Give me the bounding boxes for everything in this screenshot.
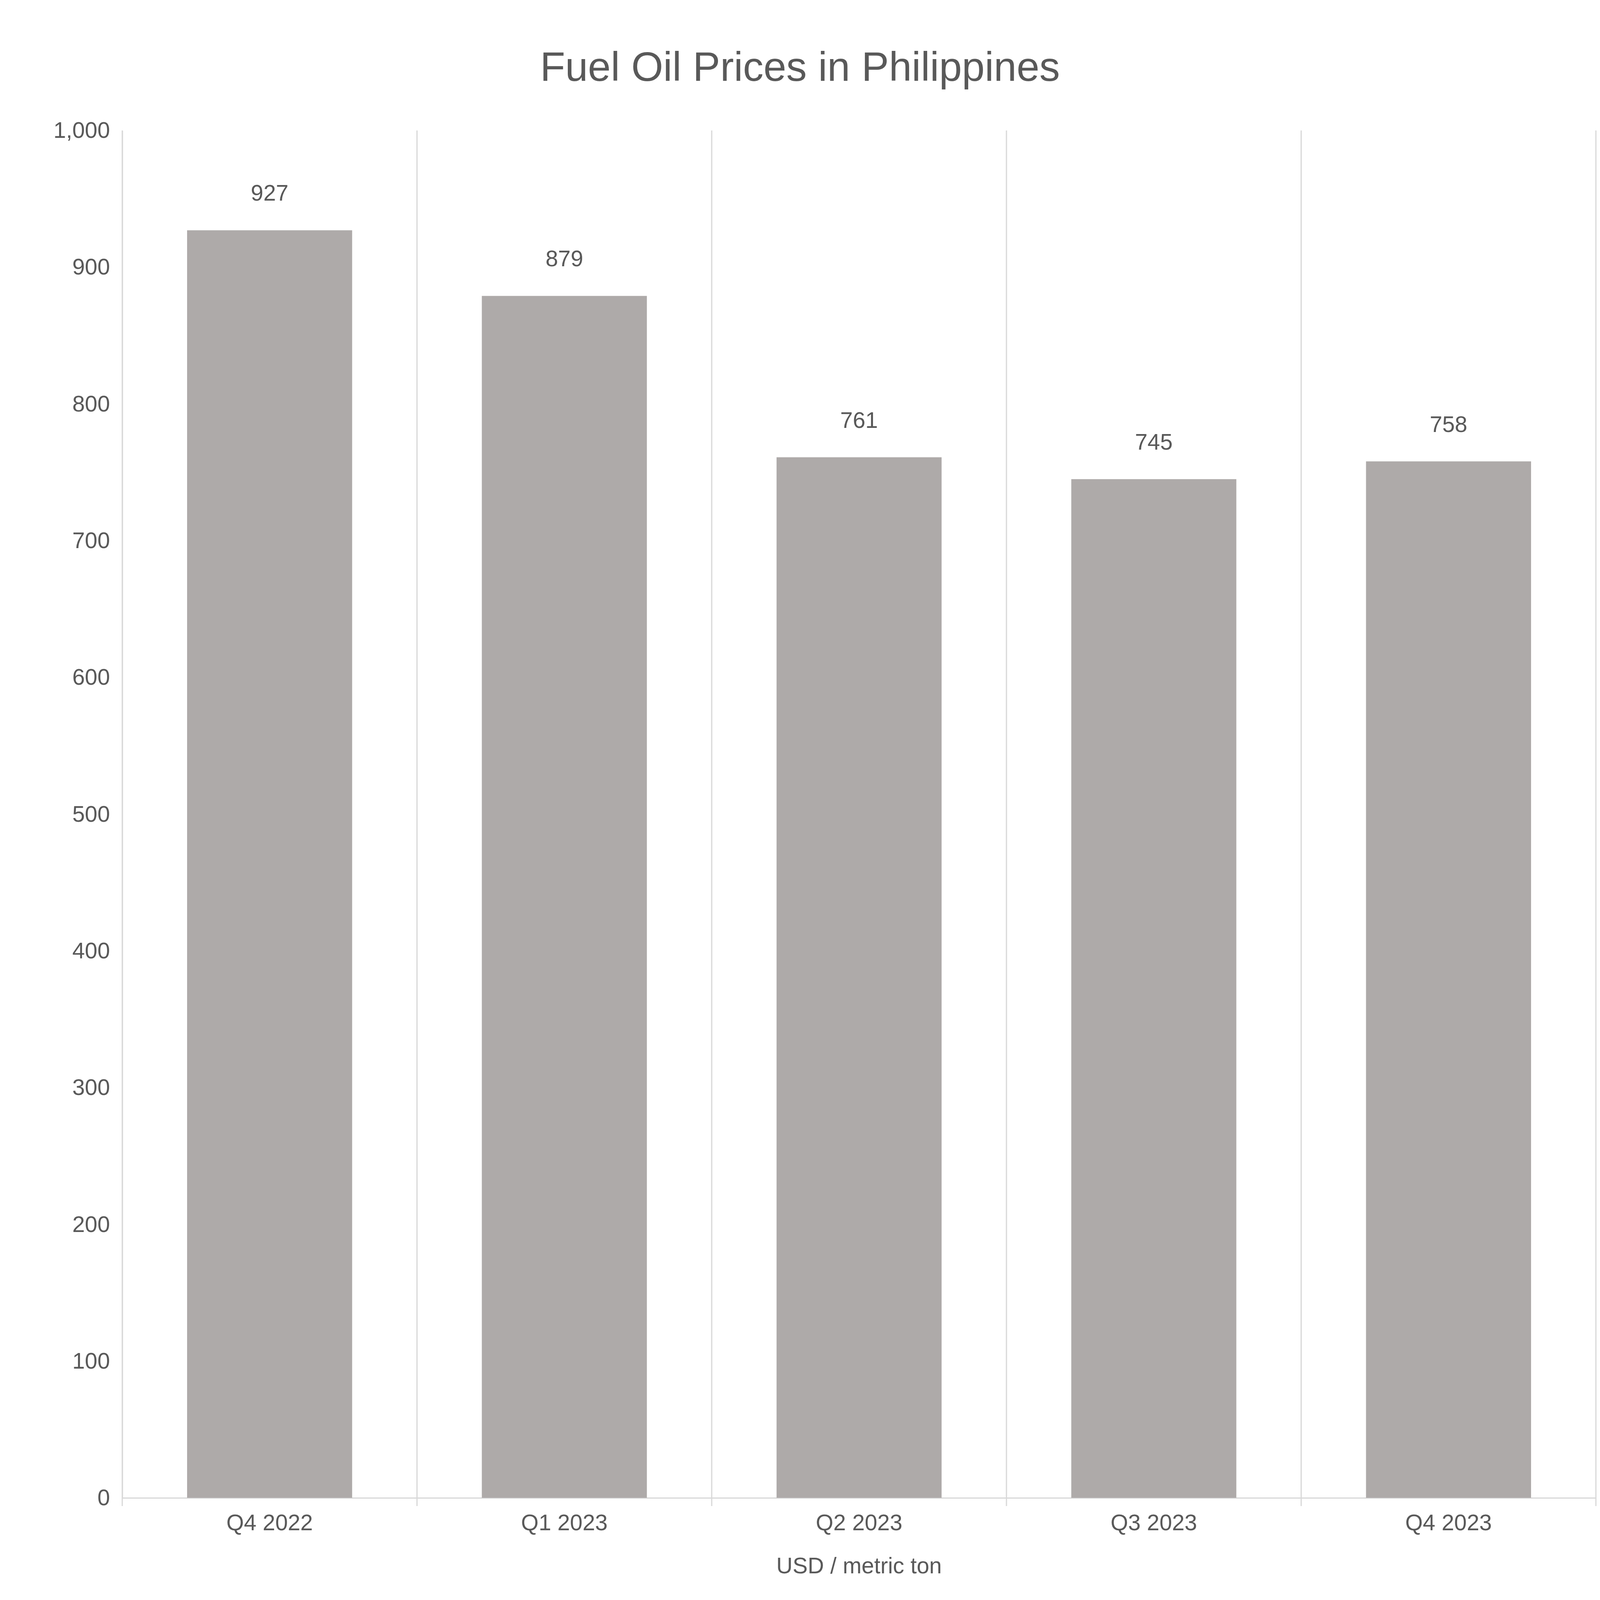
y-tick-label: 0	[97, 1484, 110, 1511]
chart: 0 100 200 300 400 500 600 700 800 900 1,000 Q4 2022…	[0, 0, 1600, 1600]
y-tick-label: 200	[72, 1211, 110, 1237]
x-tick: Q2 2023	[815, 1497, 903, 1536]
grid-line	[710, 130, 713, 1507]
grid-line	[416, 130, 418, 1507]
y-axis-line	[121, 130, 124, 1499]
y-tick-label: 700	[72, 527, 110, 554]
bars	[187, 230, 1532, 1498]
y-tick: 0	[97, 1484, 123, 1511]
y-tick: 300	[72, 1074, 123, 1100]
data-label: 879	[545, 245, 584, 272]
x-tick: Q4 2023	[1405, 1497, 1492, 1536]
y-axis: 0 100 200 300 400 500 600 700 800 900 1,000	[53, 117, 123, 1511]
data-label: 761	[840, 407, 878, 433]
x-tick: Q1 2023	[521, 1497, 608, 1536]
y-tick: 500	[72, 801, 123, 827]
y-tick-label: 100	[72, 1348, 110, 1374]
y-tick-label: 800	[72, 390, 110, 417]
bar	[776, 457, 942, 1498]
y-tick-label: 400	[72, 937, 110, 964]
bar	[187, 230, 352, 1498]
y-tick-label: 900	[72, 253, 110, 280]
data-label: 745	[1135, 429, 1173, 455]
bar	[1366, 461, 1532, 1498]
bar	[1071, 479, 1237, 1498]
y-tick-label: 1,000	[53, 117, 110, 143]
x-axis: Q4 2022 Q1 2023 Q2 2023 Q3 2023 Q4 2023	[122, 1497, 1597, 1536]
y-tick-label: 600	[72, 664, 110, 690]
x-tick-label: Q1 2023	[521, 1509, 608, 1536]
y-tick: 100	[72, 1348, 123, 1374]
y-tick: 600	[72, 664, 123, 690]
data-labels: 927 879 761 745 758	[250, 180, 1468, 455]
x-tick: Q3 2023	[1110, 1497, 1198, 1536]
y-tick: 400	[72, 937, 123, 964]
x-tick-label: Q3 2023	[1110, 1509, 1198, 1536]
x-tick-label: Q2 2023	[815, 1509, 903, 1536]
grid-line	[121, 130, 124, 1507]
y-tick: 800	[72, 390, 123, 417]
x-tick-label: Q4 2023	[1405, 1509, 1492, 1536]
bar	[481, 295, 647, 1498]
data-label: 758	[1429, 411, 1468, 437]
grid	[122, 130, 1596, 1507]
grid-line	[1595, 130, 1597, 1507]
y-tick-label: 300	[72, 1074, 110, 1100]
y-tick: 200	[72, 1211, 123, 1237]
y-tick: 700	[72, 527, 123, 554]
y-tick: 1,000	[53, 117, 123, 143]
grid-line	[1300, 130, 1302, 1507]
y-tick-label: 500	[72, 801, 110, 827]
data-label: 927	[250, 180, 289, 206]
x-axis-title: USD / metric ton	[776, 1552, 942, 1579]
x-tick: Q4 2022	[226, 1497, 314, 1536]
x-tick-label: Q4 2022	[226, 1509, 314, 1536]
y-tick: 900	[72, 253, 123, 280]
plot: 0 100 200 300 400 500 600 700 800 900 1,000 Q4 2022…	[53, 117, 1596, 1536]
title: Fuel Oil Prices in Philippines	[539, 43, 1060, 90]
grid-line	[1005, 130, 1008, 1507]
